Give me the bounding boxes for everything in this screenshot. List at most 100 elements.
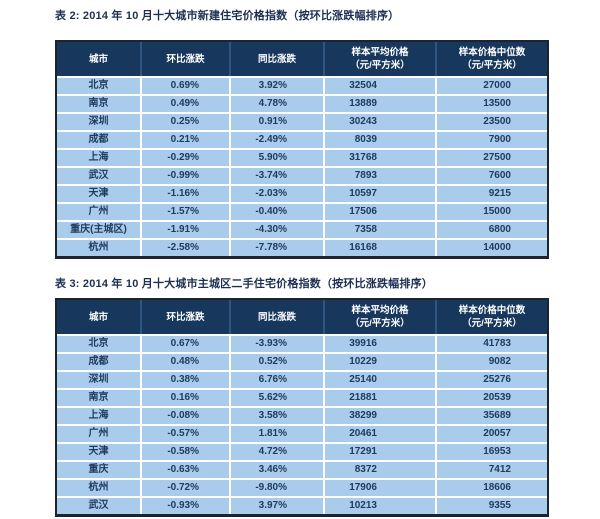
column-header-yoy-change: 同比涨跌 [229,300,324,336]
value-cell: -3.74% [229,166,324,185]
value-cell: 0.38% [140,370,230,389]
value-cell: 0.25% [140,112,230,131]
table-2: 城市 环比涨跌 同比涨跌 样本平均价格 （元/平方米） [55,40,549,259]
value-cell: -0.99% [140,166,230,185]
value-cell: 10229 [323,352,436,371]
table-3-body: 北京 0.67% -3.93% 39916 41783 成都 0.48% 0.52% 10229… [57,334,547,514]
value-cell: 25140 [323,370,436,389]
column-header-label: 城市 [88,311,108,323]
value-cell: -0.29% [140,148,230,167]
table-row: 深圳 0.25% 0.91% 30243 23500 [57,112,547,131]
table-row: 南京 0.49% 4.78% 13889 13500 [57,94,547,113]
column-header-label: 样本平均价格 [351,47,409,58]
value-cell: 17906 [323,478,436,497]
city-cell: 杭州 [57,478,141,497]
column-header-sublabel: （元/平方米） [350,318,410,329]
value-cell: -0.93% [140,496,230,514]
column-header-sublabel: （元/平方米） [350,60,410,71]
column-header-city: 城市 [57,300,141,336]
value-cell: 0.16% [140,388,230,407]
value-cell: 20539 [435,388,547,407]
column-header-label: 样本平均价格 [351,305,409,316]
column-header-sublabel: （元/平方米） [462,318,522,329]
table-2-body: 北京 0.69% 3.92% 32504 27000 南京 0.49% 4.78% 13889 1… [57,76,547,256]
value-cell: 14000 [435,238,547,256]
table-row: 深圳 0.38% 6.76% 25140 25276 [57,370,547,389]
value-cell: 9215 [435,184,547,203]
value-cell: 3.92% [229,76,324,95]
value-cell: 4.78% [229,94,324,113]
value-cell: 13889 [323,94,436,113]
value-cell: 38299 [323,406,436,425]
column-header-sample-average-price: 样本平均价格 （元/平方米） [323,300,436,336]
table-2-title: 表 2: 2014 年 10 月十大城市新建住宅价格指数（按环比涨跌幅排序） [55,10,400,22]
table-row: 杭州 -0.72% -9.80% 17906 18606 [57,478,547,497]
value-cell: 25276 [435,370,547,389]
table-row: 广州 -0.57% 1.81% 20461 20057 [57,424,547,443]
table-row: 上海 -0.08% 3.58% 38299 35689 [57,406,547,425]
value-cell: 17291 [323,442,436,461]
city-cell: 成都 [57,130,141,149]
value-cell: 3.97% [229,496,324,514]
value-cell: -1.91% [140,220,230,239]
column-header-label: 同比涨跌 [257,311,296,323]
value-cell: -7.78% [229,238,324,256]
value-cell: 6800 [435,220,547,239]
value-cell: 9082 [435,352,547,371]
table-3: 城市 环比涨跌 同比涨跌 样本平均价格 （元/平方米） [55,298,549,517]
table-row: 武汉 -0.93% 3.97% 10213 9355 [57,496,547,514]
value-cell: 20057 [435,424,547,443]
value-cell: 41783 [435,334,547,353]
table-3-title: 表 3: 2014 年 10 月十大城市主城区二手住宅价格指数（按环比涨跌幅排序… [55,278,433,290]
value-cell: 6.76% [229,370,324,389]
column-header-city: 城市 [57,42,141,78]
value-cell: 31768 [323,148,436,167]
value-cell: -2.03% [229,184,324,203]
value-cell: 8372 [323,460,436,479]
value-cell: 16953 [435,442,547,461]
city-cell: 深圳 [57,112,141,131]
city-cell: 杭州 [57,238,141,256]
value-cell: 7412 [435,460,547,479]
table-row: 上海 -0.29% 5.90% 31768 27500 [57,148,547,167]
city-cell: 武汉 [57,166,141,185]
value-cell: 27000 [435,76,547,95]
value-cell: 17506 [323,202,436,221]
value-cell: -2.49% [229,130,324,149]
header-row: 城市 环比涨跌 同比涨跌 样本平均价格 （元/平方米） [57,42,547,78]
new-home-price-index-table: 城市 环比涨跌 同比涨跌 样本平均价格 （元/平方米） [57,42,547,256]
value-cell: 20461 [323,424,436,443]
column-header-label: 样本价格中位数 [458,305,526,316]
value-cell: -1.57% [140,202,230,221]
column-header-sample-average-price: 样本平均价格 （元/平方米） [323,42,436,78]
table-row: 北京 0.69% 3.92% 32504 27000 [57,76,547,95]
table-row: 成都 0.48% 0.52% 10229 9082 [57,352,547,371]
city-cell: 广州 [57,202,141,221]
column-header-label: 同比涨跌 [257,53,296,65]
value-cell: 7893 [323,166,436,185]
city-cell: 广州 [57,424,141,443]
city-cell: 天津 [57,442,141,461]
value-cell: 10213 [323,496,436,514]
value-cell: 1.81% [229,424,324,443]
value-cell: 32504 [323,76,436,95]
value-cell: 0.48% [140,352,230,371]
column-header-sample-median-price: 样本价格中位数 （元/平方米） [435,300,547,336]
table-row: 广州 -1.57% -0.40% 17506 15000 [57,202,547,221]
value-cell: 0.21% [140,130,230,149]
value-cell: 7600 [435,166,547,185]
city-cell: 天津 [57,184,141,203]
city-cell: 重庆(主城区) [57,220,141,239]
value-cell: 4.72% [229,442,324,461]
column-header-label: 环比涨跌 [166,311,205,323]
column-header-label: 城市 [88,53,108,65]
value-cell: 0.69% [140,76,230,95]
city-cell: 北京 [57,334,141,353]
city-cell: 南京 [57,94,141,113]
second-hand-home-price-index-table: 城市 环比涨跌 同比涨跌 样本平均价格 （元/平方米） [57,300,547,514]
value-cell: 7900 [435,130,547,149]
table-row: 南京 0.16% 5.62% 21881 20539 [57,388,547,407]
table-row: 天津 -1.16% -2.03% 10597 9215 [57,184,547,203]
value-cell: 0.49% [140,94,230,113]
